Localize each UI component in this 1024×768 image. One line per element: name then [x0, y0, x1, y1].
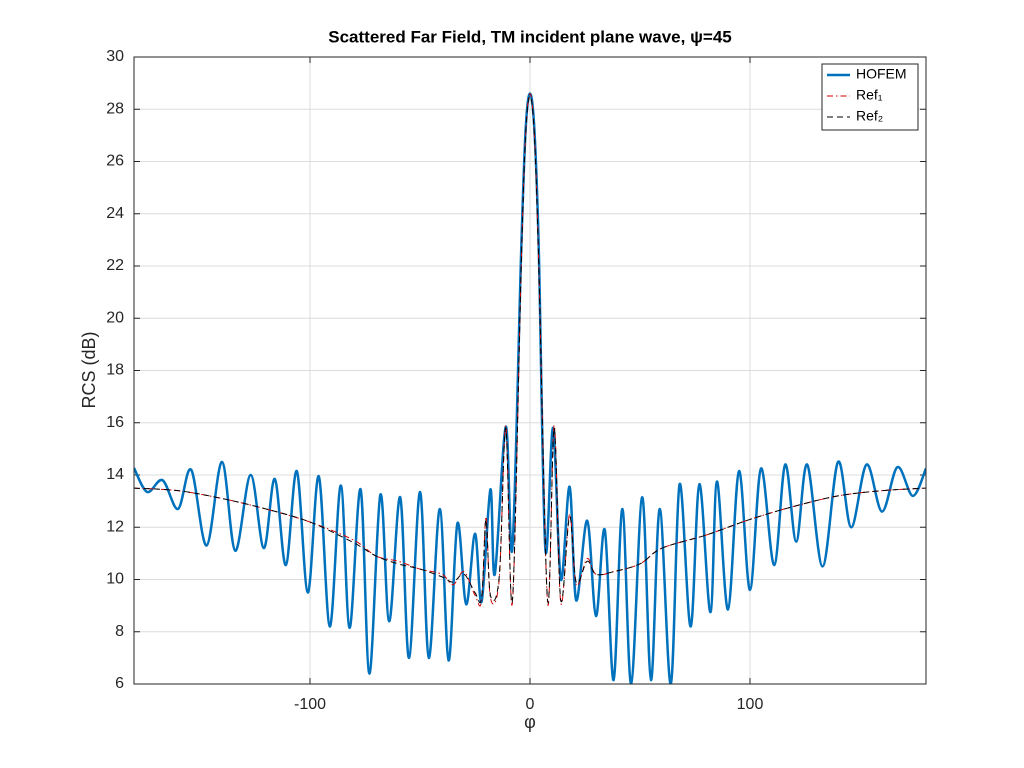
y-tick-label: 24 — [106, 205, 124, 222]
y-tick-label: 20 — [106, 309, 124, 326]
y-tick-label: 14 — [106, 466, 124, 483]
x-tick-label: 100 — [737, 696, 764, 713]
legend-label: HOFEM — [856, 66, 907, 82]
y-tick-label: 30 — [106, 48, 124, 65]
x-tick-label: 0 — [526, 696, 535, 713]
series-line — [134, 95, 926, 604]
y-tick-label: 18 — [106, 362, 124, 379]
x-axis-label: φ — [524, 712, 536, 732]
axes-box — [133, 56, 927, 685]
x-tick-label: -100 — [294, 696, 326, 713]
y-tick-label: 26 — [106, 153, 124, 170]
y-tick-label: 22 — [106, 257, 124, 274]
y-tick-label: 6 — [115, 675, 124, 692]
y-tick-label: 28 — [106, 100, 124, 117]
chart-title: Scattered Far Field, TM incident plane w… — [328, 27, 731, 46]
legend-label: Ref₁ — [856, 87, 883, 103]
y-tick-label: 8 — [115, 623, 124, 640]
y-tick-label: 10 — [106, 571, 124, 588]
y-axis-label: RCS (dB) — [79, 331, 99, 408]
y-tick-label: 16 — [106, 414, 124, 431]
y-tick-label: 12 — [106, 518, 124, 535]
legend-label: Ref₂ — [856, 108, 883, 124]
